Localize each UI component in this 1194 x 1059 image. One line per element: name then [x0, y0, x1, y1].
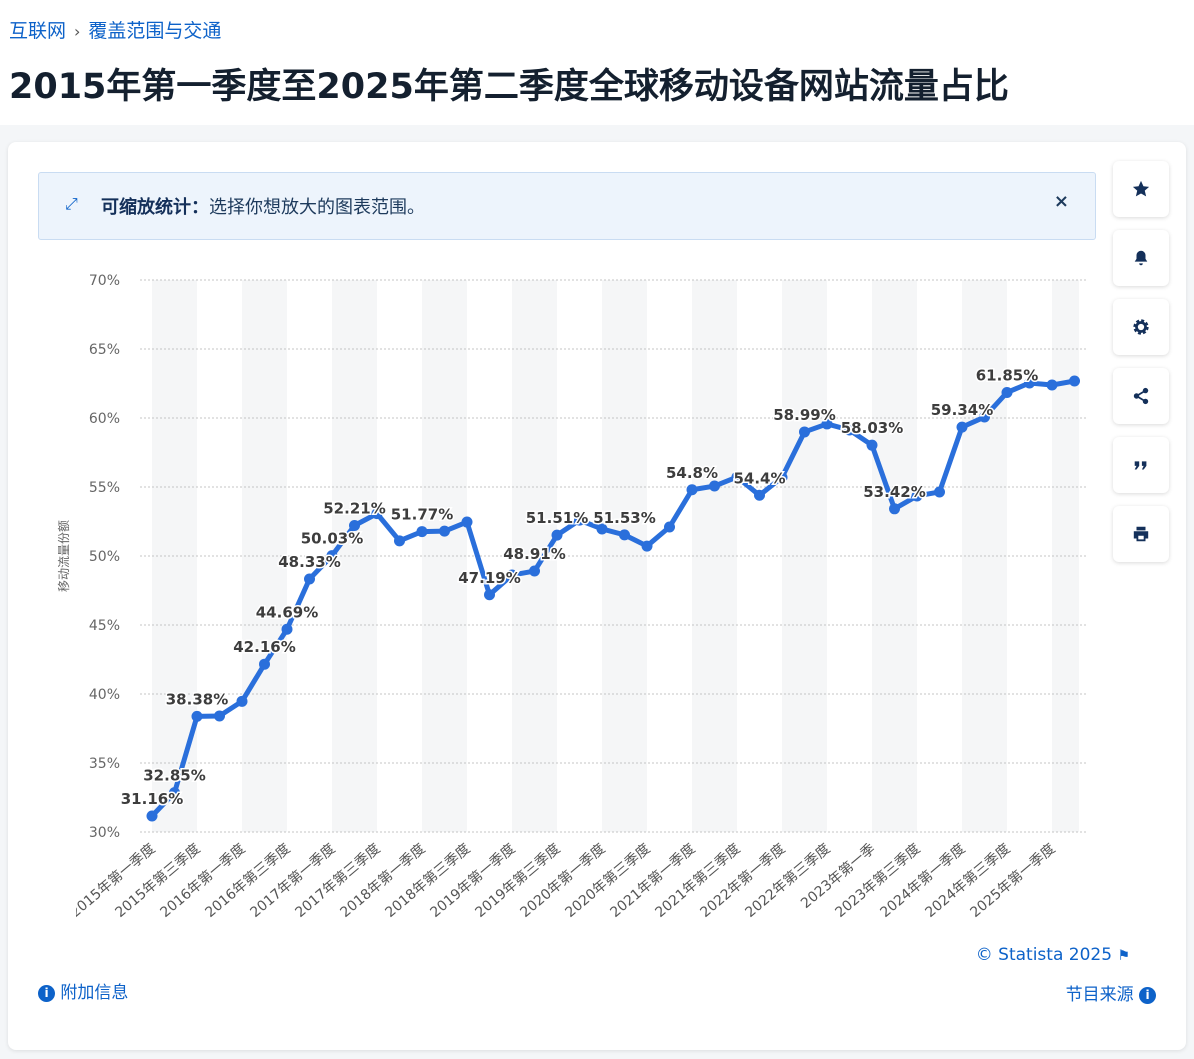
data-point: [596, 523, 608, 535]
data-point: [619, 529, 630, 541]
data-point: [416, 526, 428, 538]
settings-button[interactable]: [1113, 299, 1169, 355]
data-point: [799, 426, 810, 438]
data-point: [304, 573, 315, 585]
data-label: 50.03%: [301, 530, 363, 548]
alert-button[interactable]: [1113, 230, 1169, 286]
data-point: [506, 569, 518, 581]
data-label: 48.91%: [503, 545, 565, 563]
data-point: [844, 424, 855, 436]
source-link[interactable]: 节目来源 i: [1066, 980, 1156, 1005]
column-band: [692, 280, 737, 832]
data-point: [911, 490, 923, 502]
data-point: [686, 484, 698, 496]
data-label: 44.69%: [256, 603, 318, 621]
data-point: [574, 514, 585, 526]
data-point: [1046, 379, 1058, 391]
data-point: [664, 521, 675, 533]
data-point: [866, 439, 878, 451]
data-point: [1024, 377, 1035, 389]
info-text: 附加信息: [60, 983, 129, 1003]
data-point: [731, 471, 743, 483]
data-label: 58.03%: [841, 419, 903, 437]
data-point: [326, 550, 338, 562]
data-point: [1069, 375, 1080, 387]
y-tick-label: 55%: [89, 480, 120, 496]
x-tick-label: 2023年第一季: [797, 840, 878, 912]
y-tick-label: 30%: [89, 825, 120, 841]
copyright-text: © Statista 2025: [975, 945, 1113, 965]
data-point: [889, 503, 900, 515]
data-point: [641, 540, 653, 552]
data-point: [529, 565, 540, 577]
data-label: 31.16%: [121, 790, 183, 808]
data-point: [551, 529, 563, 541]
data-point: [191, 710, 203, 722]
data-point: [214, 710, 225, 722]
data-point: [259, 658, 270, 670]
banner-text: 选择你想放大的图表范围。: [209, 197, 425, 218]
info-link[interactable]: i 附加信息: [38, 978, 128, 1003]
data-point: [439, 525, 450, 537]
column-band: [872, 280, 917, 832]
data-label: 59.34%: [931, 401, 993, 419]
copyright[interactable]: © Statista 2025 ⚑: [975, 945, 1130, 965]
data-point: [349, 520, 360, 532]
data-label: 38.38%: [166, 690, 228, 708]
cite-button[interactable]: [1113, 437, 1169, 493]
data-label: 51.53%: [593, 509, 655, 527]
data-label: 51.51%: [526, 509, 588, 527]
data-point: [821, 418, 833, 430]
data-label: 61.85%: [976, 366, 1038, 384]
y-tick-label: 40%: [89, 687, 120, 703]
y-tick-label: 65%: [89, 342, 120, 358]
data-point: [1001, 386, 1013, 398]
data-point: [461, 516, 473, 528]
y-tick-label: 70%: [89, 273, 120, 289]
data-point: [979, 411, 990, 423]
data-label: 48.33%: [278, 553, 340, 571]
data-label: 42.16%: [233, 638, 295, 656]
data-point: [956, 421, 968, 433]
y-axis-label: 移动流量份额: [57, 520, 71, 592]
close-button[interactable]: ×: [1053, 191, 1069, 212]
data-point: [484, 589, 495, 601]
data-point: [146, 810, 158, 822]
data-point: [394, 535, 405, 547]
share-button[interactable]: [1113, 368, 1169, 424]
y-tick-label: 45%: [89, 618, 120, 634]
data-label: 54.8%: [666, 464, 718, 482]
breadcrumb: 互联网 › 覆盖范围与交通: [9, 20, 222, 42]
page-title: 2015年第一季度至2025年第二季度全球移动设备网站流量占比: [9, 67, 1009, 107]
y-tick-label: 35%: [89, 756, 120, 772]
breadcrumb-link[interactable]: 互联网: [9, 20, 67, 42]
data-point: [776, 471, 788, 483]
header: 互联网 › 覆盖范围与交通 2015年第一季度至2025年第二季度全球移动设备网站流…: [0, 0, 1194, 125]
y-tick-label: 50%: [89, 549, 120, 565]
data-label: 52.21%: [323, 500, 385, 518]
data-point: [754, 489, 765, 501]
data-point: [371, 508, 383, 520]
banner-label: 可缩放统计：: [101, 197, 209, 218]
data-label: 54.4%: [733, 469, 785, 487]
data-label: 53.42%: [863, 483, 925, 501]
data-point: [236, 695, 248, 707]
favorite-button[interactable]: [1113, 161, 1169, 217]
print-button[interactable]: [1113, 506, 1169, 562]
data-label: 47.19%: [458, 569, 520, 587]
data-point: [709, 480, 720, 492]
data-point: [934, 486, 945, 498]
y-tick-label: 60%: [89, 411, 120, 427]
breadcrumb-link[interactable]: 覆盖范围与交通: [88, 20, 222, 42]
data-label: 51.77%: [391, 506, 453, 524]
data-point: [169, 787, 180, 799]
data-label: 32.85%: [143, 767, 205, 785]
data-point: [281, 623, 293, 635]
zoom-banner: ⤢ 可缩放统计：选择你想放大的图表范围。 ×: [38, 172, 1096, 240]
chart: 30%35%40%45%50%55%60%65%70%2015年第一季度2015…: [57, 273, 1088, 921]
data-label: 58.99%: [773, 406, 835, 424]
source-text: 节目来源: [1065, 985, 1134, 1005]
column-band: [152, 280, 197, 832]
